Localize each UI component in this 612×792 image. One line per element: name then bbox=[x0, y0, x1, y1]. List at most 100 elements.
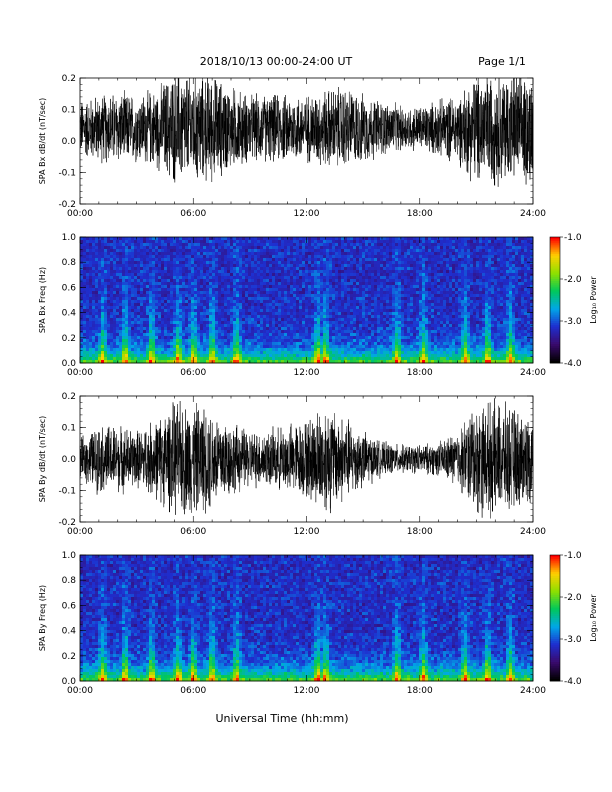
spectrogram-cell bbox=[320, 303, 324, 307]
spectrogram-cell bbox=[365, 252, 369, 256]
spectrogram-cell bbox=[335, 270, 339, 274]
spectrogram-cell bbox=[380, 243, 384, 247]
spectrogram-cell bbox=[245, 342, 249, 346]
spectrogram-cell bbox=[317, 270, 321, 274]
spectrogram-cell bbox=[407, 357, 411, 361]
spectrogram-cell bbox=[152, 258, 156, 262]
spectrogram-cell bbox=[104, 282, 108, 286]
spectrogram-cell bbox=[233, 303, 237, 307]
spectrogram-cell bbox=[95, 330, 99, 334]
spectrogram-cell bbox=[374, 345, 378, 349]
spectrogram-cell bbox=[146, 342, 150, 346]
spectrogram-cell bbox=[419, 351, 423, 355]
spectrogram-cell bbox=[392, 264, 396, 268]
spectrogram-cell bbox=[266, 321, 270, 325]
spectrogram-cell bbox=[224, 354, 228, 358]
spectrogram-cell bbox=[164, 252, 168, 256]
spectrogram-cell bbox=[335, 261, 339, 265]
spectrogram-cell bbox=[368, 327, 372, 331]
spectrogram-cell bbox=[149, 300, 153, 304]
spectrogram-cell bbox=[173, 321, 177, 325]
spectrogram-cell bbox=[227, 297, 231, 301]
spectrogram-cell bbox=[215, 255, 219, 259]
spectrogram-cell bbox=[146, 282, 150, 286]
spectrogram-cell bbox=[323, 255, 327, 259]
spectrogram-cell bbox=[182, 342, 186, 346]
spectrogram-cell bbox=[116, 249, 120, 253]
spectrogram-cell bbox=[80, 243, 84, 247]
spectrogram-cell bbox=[287, 258, 291, 262]
spectrogram-cell bbox=[149, 336, 153, 340]
spectrogram-cell bbox=[263, 297, 267, 301]
spectrogram-cell bbox=[167, 321, 171, 325]
spectrogram-cell bbox=[392, 273, 396, 277]
spectrogram-cell bbox=[392, 327, 396, 331]
spectrogram-cell bbox=[218, 294, 222, 298]
spectrogram-cell bbox=[332, 282, 336, 286]
spectrogram-cell bbox=[401, 300, 405, 304]
spectrogram-cell bbox=[185, 348, 189, 352]
spectrogram-cell bbox=[326, 330, 330, 334]
spectrogram-cell bbox=[287, 273, 291, 277]
spectrogram-cell bbox=[149, 306, 153, 310]
spectrogram-cell bbox=[311, 273, 315, 277]
spectrogram-cell bbox=[137, 240, 141, 244]
spectrogram-cell bbox=[206, 345, 210, 349]
spectrogram-cell bbox=[194, 303, 198, 307]
spectrogram-cell bbox=[191, 285, 195, 289]
spectrogram-cell bbox=[170, 348, 174, 352]
spectrogram-cell bbox=[245, 309, 249, 313]
spectrogram-cell bbox=[320, 354, 324, 358]
spectrogram-cell bbox=[221, 330, 225, 334]
spectrogram-cell bbox=[200, 300, 204, 304]
spectrogram-cell bbox=[173, 282, 177, 286]
spectrogram-cell bbox=[164, 279, 168, 283]
spectrogram-cell bbox=[407, 306, 411, 310]
spectrogram-cell bbox=[233, 309, 237, 313]
spectrogram-cell bbox=[356, 279, 360, 283]
spectrogram-cell bbox=[341, 240, 345, 244]
spectrogram-cell bbox=[305, 294, 309, 298]
spectrogram-cell bbox=[275, 309, 279, 313]
spectrogram-cell bbox=[266, 240, 270, 244]
spectrogram-cell bbox=[407, 360, 411, 364]
spectrogram-cell bbox=[83, 357, 87, 361]
spectrogram-cell bbox=[80, 312, 84, 316]
spectrogram-cell bbox=[260, 357, 264, 361]
spectrogram-cell bbox=[116, 351, 120, 355]
spectrogram-cell bbox=[179, 342, 183, 346]
spectrogram-cell bbox=[200, 255, 204, 259]
spectrogram-cell bbox=[371, 351, 375, 355]
spectrogram-cell bbox=[359, 360, 363, 364]
spectrogram-cell bbox=[110, 324, 114, 328]
spectrogram-cell bbox=[314, 288, 318, 292]
spectrogram-cell bbox=[338, 243, 342, 247]
spectrogram-cell bbox=[173, 294, 177, 298]
spectrogram-cell bbox=[137, 303, 141, 307]
spectrogram-cell bbox=[215, 330, 219, 334]
spectrogram-cell bbox=[353, 312, 357, 316]
spectrogram-cell bbox=[215, 285, 219, 289]
spectrogram-cell bbox=[362, 318, 366, 322]
spectrogram-cell bbox=[197, 276, 201, 280]
spectrogram-cell bbox=[98, 312, 102, 316]
spectrogram-cell bbox=[251, 324, 255, 328]
spectrogram-cell bbox=[221, 312, 225, 316]
spectrogram-cell bbox=[239, 285, 243, 289]
spectrogram-cell bbox=[152, 357, 156, 361]
spectrogram-cell bbox=[158, 282, 162, 286]
spectrogram-cell bbox=[410, 270, 414, 274]
spectrogram-cell bbox=[383, 330, 387, 334]
spectrogram-cell bbox=[242, 321, 246, 325]
spectrogram-cell bbox=[272, 246, 276, 250]
spectrogram-cell bbox=[353, 288, 357, 292]
spectrogram-cell bbox=[167, 273, 171, 277]
spectrogram-cell bbox=[275, 321, 279, 325]
spectrogram-cell bbox=[227, 327, 231, 331]
spectrogram-cell bbox=[422, 306, 426, 310]
spectrogram-cell bbox=[158, 279, 162, 283]
spectrogram-cell bbox=[158, 348, 162, 352]
spectrogram-cell bbox=[359, 354, 363, 358]
spectrogram-cell bbox=[119, 276, 123, 280]
spectrogram-cell bbox=[140, 312, 144, 316]
